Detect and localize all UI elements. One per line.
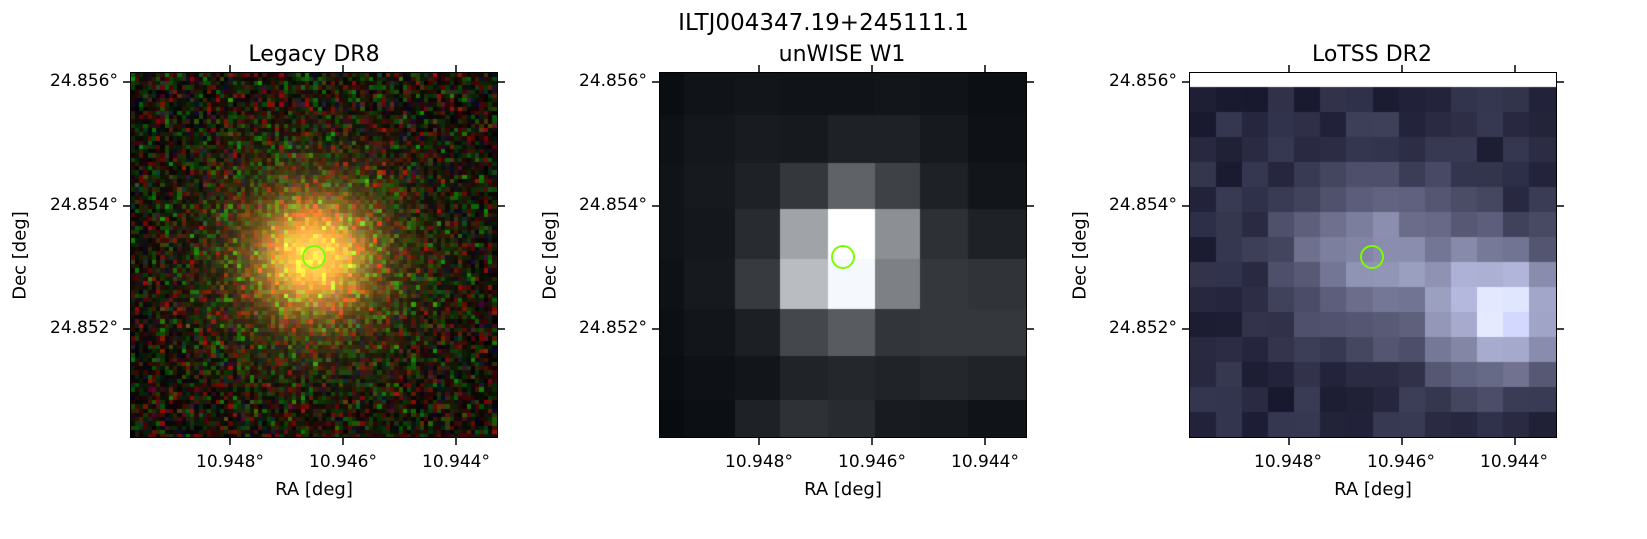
xtick-label: 10.946° <box>1367 452 1435 472</box>
xtick-label: 10.948° <box>1254 452 1322 472</box>
xtick-label: 10.944° <box>1480 452 1548 472</box>
panel-title-legacy: Legacy DR8 <box>248 42 380 67</box>
unwise-ticks <box>652 65 1034 445</box>
unwise-image <box>659 72 1027 438</box>
ytick-label: 24.854° <box>50 195 118 215</box>
x-axis-label: RA [deg] <box>1334 479 1412 500</box>
ytick-label: 24.852° <box>1109 318 1177 338</box>
circle-marker-icon <box>831 245 855 269</box>
xtick-label: 10.946° <box>309 452 377 472</box>
legacy-image <box>130 72 498 438</box>
unwise-source-marker <box>831 245 855 269</box>
lotss-image <box>1189 72 1557 438</box>
figure-title: ILTJ004347.19+245111.1 <box>678 10 969 36</box>
lotss-source-marker <box>1360 245 1384 269</box>
ytick-label: 24.852° <box>50 318 118 338</box>
xtick-label: 10.948° <box>725 452 793 472</box>
ytick-label: 24.856° <box>579 71 647 91</box>
panel-title-lotss: LoTSS DR2 <box>1312 42 1432 67</box>
x-axis-label: RA [deg] <box>275 479 353 500</box>
xtick-label: 10.944° <box>951 452 1019 472</box>
ytick-label: 24.856° <box>50 71 118 91</box>
panel-title-unwise: unWISE W1 <box>778 42 906 67</box>
ytick-label: 24.856° <box>1109 71 1177 91</box>
xtick-label: 10.946° <box>838 452 906 472</box>
xtick-label: 10.948° <box>196 452 264 472</box>
circle-marker-icon <box>1360 245 1384 269</box>
y-axis-label: Dec [deg] <box>9 211 31 300</box>
circle-marker-icon <box>302 245 326 269</box>
x-axis-label: RA [deg] <box>804 479 882 500</box>
ytick-label: 24.852° <box>579 318 647 338</box>
lotss-ticks <box>1182 65 1564 445</box>
legacy-source-marker <box>302 245 326 269</box>
xtick-label: 10.944° <box>422 452 490 472</box>
y-axis-label: Dec [deg] <box>539 211 561 300</box>
y-axis-label: Dec [deg] <box>1069 211 1091 300</box>
ytick-label: 24.854° <box>1109 195 1177 215</box>
legacy-ticks <box>123 65 505 445</box>
ytick-label: 24.854° <box>579 195 647 215</box>
